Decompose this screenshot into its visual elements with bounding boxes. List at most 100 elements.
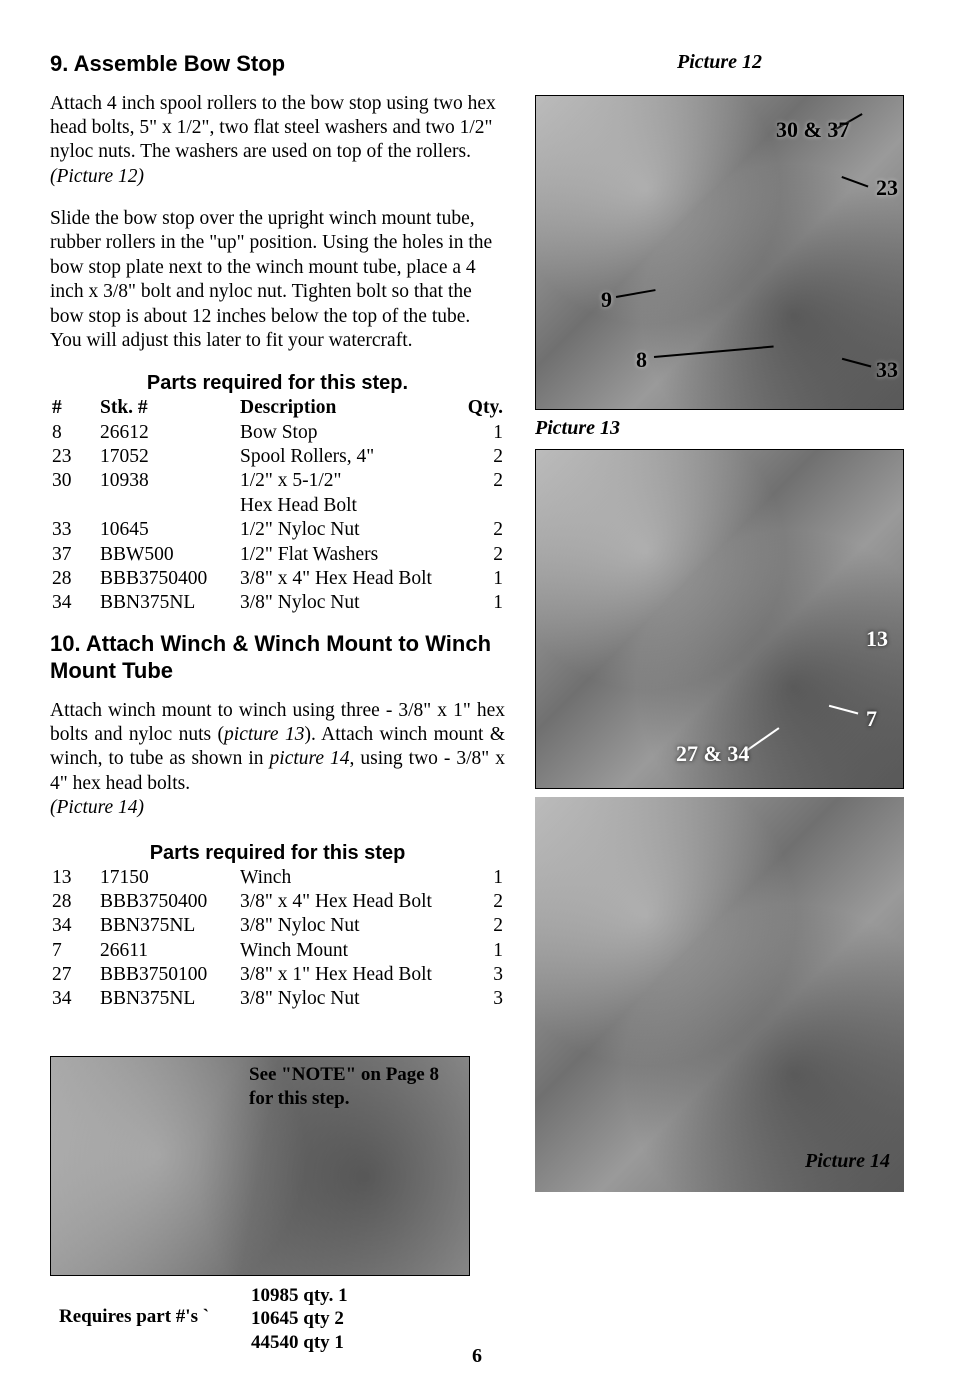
step10-heading: 10. Attach Winch & Winch Mount to Winch …: [50, 630, 505, 685]
cell-stk: BBB3750400: [98, 890, 238, 914]
cell-num: 34: [50, 591, 98, 615]
table-row: 28BBB37504003/8" x 4" Hex Head Bolt1: [50, 567, 505, 591]
bottom-figure-note: See "NOTE" on Page 8 for this step.: [249, 1063, 459, 1111]
cell-qty: 1: [465, 421, 505, 445]
cell-qty: 1: [465, 939, 505, 963]
cell-desc-cont: Hex Head Bolt: [238, 494, 465, 518]
cell-stk: BBB3750100: [98, 963, 238, 987]
cell-qty: 1: [465, 866, 505, 890]
table-row: 34BBN375NL3/8" Nyloc Nut3: [50, 987, 505, 1011]
page-layout: 9. Assemble Bow Stop Attach 4 inch spool…: [50, 50, 904, 1336]
cell-qty: 1: [465, 567, 505, 591]
table-row: 33106451/2" Nyloc Nut2: [50, 518, 505, 542]
cell-qty: 2: [465, 543, 505, 567]
step10-para-b: picture 13: [224, 724, 304, 745]
callout-label: 27 & 34: [676, 740, 749, 768]
step9-para2: Slide the bow stop over the upright winc…: [50, 207, 505, 353]
step9-para1-ref: (Picture 12): [50, 166, 144, 187]
cell-stk: 17052: [98, 445, 238, 469]
cell-stk: 10938: [98, 469, 238, 493]
requires-label: Requires part #'s `: [59, 1305, 209, 1329]
cell-stk: 26611: [98, 939, 238, 963]
col-header-stk: Stk. #: [98, 396, 238, 420]
bottom-figure: See "NOTE" on Page 8 for this step. Requ…: [50, 1056, 470, 1276]
cell-num: 34: [50, 987, 98, 1011]
table-row: 826612Bow Stop1: [50, 421, 505, 445]
cell-stk: BBN375NL: [98, 914, 238, 938]
col-header-qty: Qty.: [465, 396, 505, 420]
cell-stk: 17150: [98, 866, 238, 890]
cell-num: 23: [50, 445, 98, 469]
requires-line: 10645 qty 2: [251, 1307, 348, 1331]
step9-heading: 9. Assemble Bow Stop: [50, 50, 505, 78]
cell-num: 27: [50, 963, 98, 987]
callout-label: 13: [866, 625, 888, 653]
cell-qty: 2: [465, 890, 505, 914]
picture14: Picture 14: [535, 797, 904, 1192]
cell-desc: 1/2" Flat Washers: [238, 543, 465, 567]
picture12: 30 & 37239833: [535, 95, 904, 410]
picture13: 13 7 27 & 34: [535, 449, 904, 789]
col-header-num: #: [50, 396, 98, 420]
step10-parts-title: Parts required for this step: [50, 841, 505, 866]
cell-stk: 26612: [98, 421, 238, 445]
cell-qty: 2: [465, 914, 505, 938]
callout-label: 8: [636, 346, 647, 374]
table-row: Hex Head Bolt: [50, 494, 505, 518]
callout-label: 30 & 37: [776, 116, 849, 144]
cell-desc: 3/8" Nyloc Nut: [238, 914, 465, 938]
table-row: 34BBN375NL3/8" Nyloc Nut1: [50, 591, 505, 615]
cell-num: 30: [50, 469, 98, 493]
table-row: 27BBB37501003/8" x 1" Hex Head Bolt3: [50, 963, 505, 987]
cell-num: 34: [50, 914, 98, 938]
cell-num: 33: [50, 518, 98, 542]
cell-num: 28: [50, 890, 98, 914]
cell-stk: BBW500: [98, 543, 238, 567]
step9-para1-text: Attach 4 inch spool rollers to the bow s…: [50, 93, 496, 163]
cell-desc: Winch: [238, 866, 465, 890]
cell-num: 8: [50, 421, 98, 445]
page-number: 6: [50, 1344, 904, 1369]
cell-stk: BBB3750400: [98, 567, 238, 591]
step10-para-d: picture 14: [270, 748, 350, 769]
cell-num: 28: [50, 567, 98, 591]
table-row: 34BBN375NL3/8" Nyloc Nut2: [50, 914, 505, 938]
picture13-title: Picture 13: [535, 416, 904, 441]
cell-desc: 3/8" x 4" Hex Head Bolt: [238, 567, 465, 591]
cell-qty: 2: [465, 518, 505, 542]
callout-label: 7: [866, 705, 877, 733]
step10-para-f: (Picture 14): [50, 797, 144, 818]
table-row: 1317150Winch1: [50, 866, 505, 890]
table-row: 2317052Spool Rollers, 4"2: [50, 445, 505, 469]
right-column: Picture 12 30 & 37239833 Picture 13 1372…: [535, 50, 904, 1336]
cell-qty: 2: [465, 445, 505, 469]
cell-num: 7: [50, 939, 98, 963]
table-row: 726611Winch Mount1: [50, 939, 505, 963]
callout-label: 9: [601, 286, 612, 314]
cell-qty: 1: [465, 591, 505, 615]
cell-desc: Bow Stop: [238, 421, 465, 445]
cell-desc: 3/8" x 1" Hex Head Bolt: [238, 963, 465, 987]
cell-desc: 3/8" Nyloc Nut: [238, 591, 465, 615]
table-row: 28BBB37504003/8" x 4" Hex Head Bolt2: [50, 890, 505, 914]
requires-line: 44540 qty 1: [251, 1331, 348, 1355]
picture12-title: Picture 12: [535, 50, 904, 75]
table-row: 37BBW5001/2" Flat Washers2: [50, 543, 505, 567]
col-header-desc: Description: [238, 396, 465, 420]
cell-desc: 3/8" x 4" Hex Head Bolt: [238, 890, 465, 914]
cell-desc: 3/8" Nyloc Nut: [238, 987, 465, 1011]
left-column: 9. Assemble Bow Stop Attach 4 inch spool…: [50, 50, 505, 1336]
cell-desc: Spool Rollers, 4": [238, 445, 465, 469]
table-header-row: # Stk. # Description Qty.: [50, 396, 505, 420]
cell-desc: 1/2" x 5-1/2": [238, 469, 465, 493]
picture14-title: Picture 14: [805, 1149, 890, 1174]
step9-parts-title: Parts required for this step.: [50, 371, 505, 396]
cell-qty: 2: [465, 469, 505, 493]
cell-desc: 1/2" Nyloc Nut: [238, 518, 465, 542]
step10-para: Attach winch mount to winch using three …: [50, 699, 505, 821]
cell-num: 13: [50, 866, 98, 890]
requires-line: 10985 qty. 1: [251, 1284, 348, 1308]
step9-parts-table: # Stk. # Description Qty. 826612Bow Stop…: [50, 396, 505, 615]
cell-num: 37: [50, 543, 98, 567]
cell-stk: BBN375NL: [98, 591, 238, 615]
